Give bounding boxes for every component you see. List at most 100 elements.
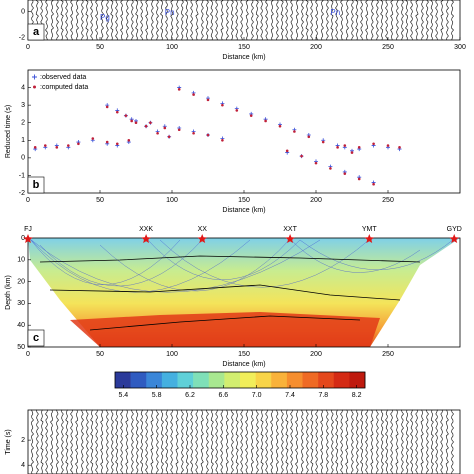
- y-tick-label: 40: [17, 322, 25, 329]
- computed-point: [357, 177, 361, 181]
- station-star: [197, 234, 207, 243]
- trace: [426, 409, 429, 474]
- trace: [290, 0, 293, 41]
- computed-point: [115, 110, 119, 114]
- colorbar-tick-label: 5.8: [152, 392, 162, 399]
- trace: [165, 0, 168, 41]
- trace: [31, 409, 34, 474]
- colorbar-swatch: [177, 372, 194, 388]
- trace: [235, 0, 238, 41]
- trace: [321, 0, 324, 41]
- x-tick-label: 100: [166, 197, 178, 204]
- y-tick-label: -1: [19, 172, 25, 179]
- trace: [270, 409, 273, 474]
- trace: [245, 409, 248, 474]
- trace: [61, 409, 64, 474]
- trace: [385, 0, 388, 41]
- colorbar-swatch: [286, 372, 303, 388]
- trace: [136, 409, 139, 474]
- trace: [450, 0, 454, 41]
- computed-point: [372, 142, 375, 146]
- trace: [251, 409, 254, 474]
- trace: [111, 409, 114, 474]
- trace: [76, 0, 79, 41]
- x-tick-label: 300: [454, 44, 466, 51]
- x-tick-label: 100: [166, 351, 178, 358]
- trace: [410, 409, 413, 474]
- trace: [210, 409, 214, 474]
- trace: [330, 0, 334, 41]
- trace: [220, 409, 223, 474]
- trace: [285, 0, 288, 41]
- panel-letter: b: [33, 179, 40, 191]
- station-star: [449, 234, 459, 243]
- station-star: [23, 234, 33, 243]
- trace: [220, 0, 224, 41]
- trace: [135, 0, 139, 41]
- trace: [245, 0, 249, 41]
- trace: [376, 409, 379, 474]
- colorbar-tick-label: 6.2: [185, 392, 195, 399]
- station-label: XXK: [139, 226, 153, 233]
- y-tick-label: 30: [17, 300, 25, 307]
- trace: [310, 409, 314, 474]
- trace: [65, 409, 69, 474]
- trace: [401, 0, 404, 41]
- x-tick-label: 0: [26, 44, 30, 51]
- legend-label: :computed data: [40, 84, 88, 91]
- trace: [206, 0, 209, 41]
- y-tick-label: 4: [21, 84, 25, 91]
- plot-frame: [27, 409, 461, 474]
- y-tick-label: 2: [21, 120, 25, 127]
- trace: [396, 0, 399, 41]
- y-tick-label: 2: [21, 437, 25, 444]
- colorbar-frame: [114, 371, 366, 389]
- trace: [131, 0, 134, 41]
- colorbar-swatch: [161, 372, 178, 388]
- colorbar-swatch: [349, 372, 366, 388]
- y-axis-label: Time (s): [5, 429, 12, 454]
- computed-point: [264, 119, 267, 123]
- trace: [45, 0, 48, 41]
- trace: [190, 0, 193, 41]
- trace: [285, 409, 289, 474]
- trace: [90, 0, 93, 41]
- trace: [276, 409, 279, 474]
- computed-point: [144, 124, 148, 128]
- trace: [106, 0, 109, 41]
- trace: [380, 0, 384, 41]
- trace: [95, 0, 99, 41]
- computed-point: [357, 146, 361, 149]
- trace: [65, 0, 68, 40]
- trace: [415, 0, 419, 41]
- colorbar-swatch: [224, 372, 241, 388]
- x-tick-label: 200: [310, 351, 322, 358]
- trace: [70, 0, 73, 41]
- trace: [45, 409, 48, 474]
- station-star: [285, 234, 295, 243]
- trace: [125, 409, 129, 474]
- computed-point: [156, 131, 159, 135]
- computed-point: [124, 114, 128, 117]
- trace: [340, 409, 343, 474]
- trace: [215, 0, 218, 41]
- trace: [70, 409, 73, 474]
- colorbar-swatch: [130, 372, 147, 388]
- trace: [376, 0, 379, 41]
- panel-letter-box: [27, 23, 45, 41]
- trace: [40, 409, 44, 474]
- x-axis-label: Distance (km): [222, 54, 265, 61]
- computed-point: [91, 137, 95, 140]
- trace: [351, 409, 354, 474]
- trace: [256, 409, 259, 474]
- trace: [145, 0, 149, 41]
- colorbar-swatch: [193, 372, 210, 388]
- trace: [265, 0, 268, 41]
- trace: [301, 0, 304, 41]
- colorbar-tick-label: 7.8: [318, 392, 328, 399]
- y-tick-label: 10: [17, 257, 25, 264]
- trace: [195, 409, 198, 474]
- y-tick-label: 4: [21, 462, 25, 469]
- trace: [305, 0, 309, 41]
- trace: [371, 0, 374, 41]
